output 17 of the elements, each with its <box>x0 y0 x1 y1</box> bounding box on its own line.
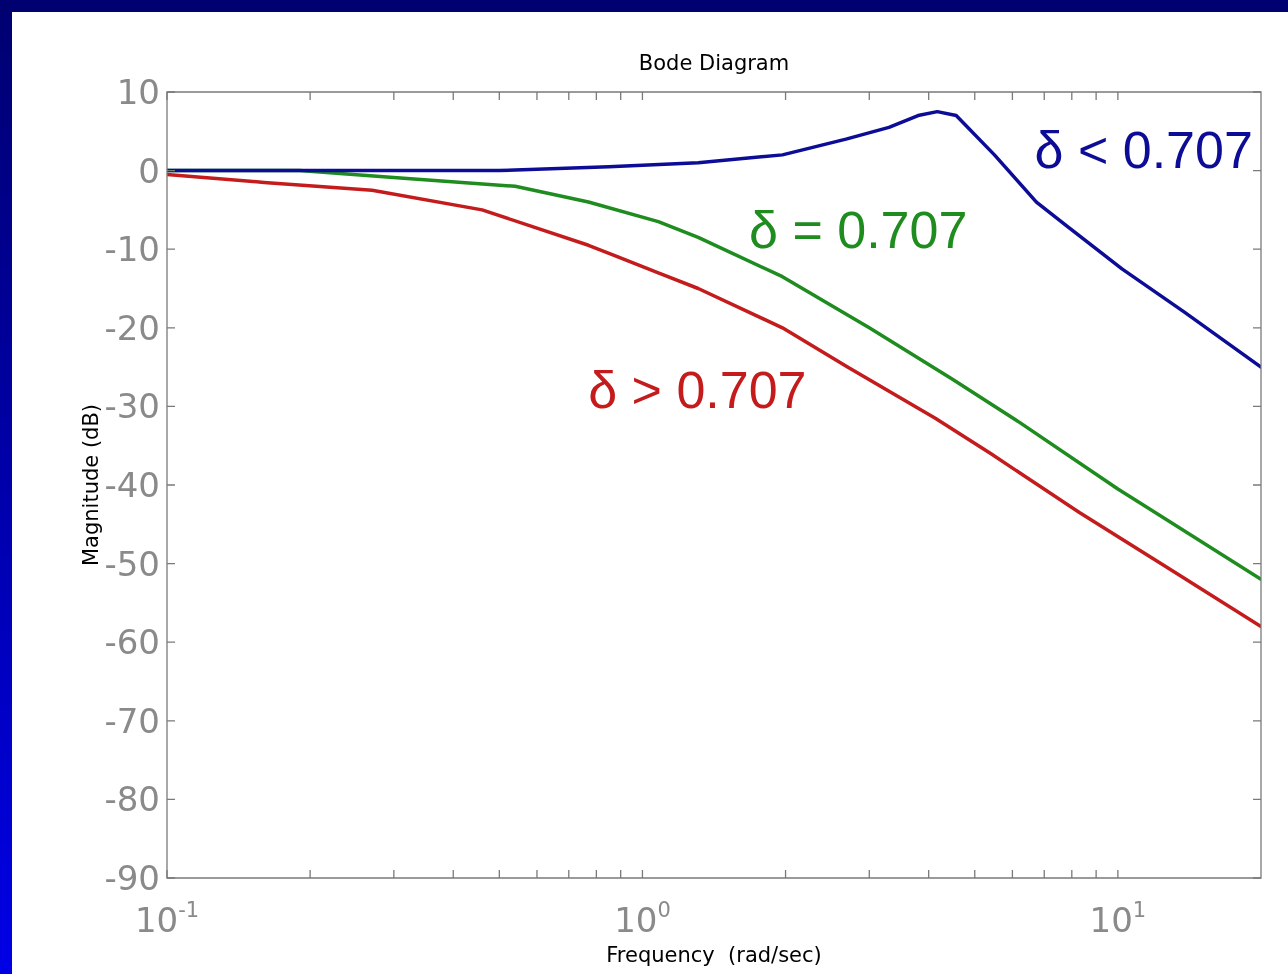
y-tick-label: -30 <box>104 386 161 427</box>
chart-title: Bode Diagram <box>638 51 790 75</box>
y-tick-label: -90 <box>104 858 161 898</box>
y-tick-label: -10 <box>104 229 161 270</box>
y-tick-label: -20 <box>104 307 161 348</box>
y-tick-label: -80 <box>104 779 161 820</box>
y-tick-label: -70 <box>104 700 161 741</box>
y-tick-label: -40 <box>104 465 161 505</box>
series-label: δ > 0.707 <box>588 360 807 419</box>
x-axis-title: Frequency (rad/sec) <box>606 943 822 967</box>
y-tick-label: -60 <box>104 622 161 663</box>
y-tick-label: 0 <box>138 150 161 191</box>
y-tick-label: 10 <box>116 72 160 112</box>
y-tick-label: -50 <box>104 543 161 584</box>
series-label: δ = 0.707 <box>749 200 968 259</box>
y-axis-title: Magnitude (dB) <box>79 403 103 567</box>
series-label: δ < 0.707 <box>1034 121 1253 180</box>
